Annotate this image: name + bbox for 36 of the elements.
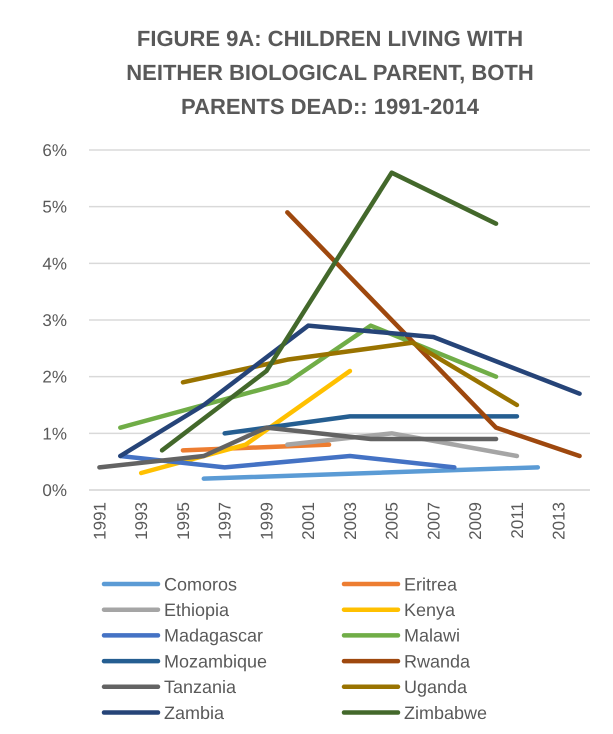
x-tick-label: 1997 (216, 502, 235, 540)
x-tick-label: 2013 (550, 502, 569, 540)
x-tick-label: 1995 (174, 502, 193, 540)
legend-label: Uganda (404, 677, 468, 698)
legend-label: Tanzania (164, 677, 238, 698)
x-tick-label: 1991 (90, 502, 110, 540)
y-tick-label: 0% (42, 480, 67, 500)
legend-label: Ethiopia (164, 600, 230, 620)
y-tick-label: 2% (42, 368, 67, 387)
x-tick-label: 1993 (132, 502, 152, 540)
line-series (118, 323, 582, 458)
legend-label: Rwanda (404, 651, 472, 672)
y-tick-label: 3% (42, 310, 67, 330)
x-tick-label: 2005 (382, 502, 402, 540)
x-tick-label: 2011 (508, 502, 527, 539)
line-series (160, 170, 498, 453)
legend-label: Mozambique (164, 651, 268, 672)
line-series (97, 425, 498, 470)
x-tick-label: 2003 (340, 502, 360, 540)
chart-title: FIGURE 9A: CHILDREN LIVING WITH NEITHER BIOLOGICAL PARENT, BOTH PARENTS DEAD:: 1991-2014 (126, 26, 534, 119)
legend-label: Eritrea (404, 574, 458, 594)
legend-label: Malawi (404, 626, 460, 646)
line-series (180, 340, 520, 408)
x-tick-label: 2009 (466, 502, 486, 540)
x-tick-label: 1999 (257, 502, 276, 540)
y-tick-label: 5% (42, 198, 67, 217)
legend-label: Zimbabwe (404, 702, 488, 723)
y-tick-label: 1% (42, 424, 67, 444)
legend-label: Comoros (164, 574, 238, 594)
legend-label: Madagascar (164, 626, 264, 646)
y-tick-label: 4% (42, 254, 67, 274)
legend-label: Zambia (164, 702, 226, 723)
y-tick-label: 6% (42, 140, 67, 160)
x-tick-label: 2007 (424, 502, 444, 540)
x-tick-label: 2001 (299, 502, 318, 540)
legend-label: Kenya (404, 600, 456, 620)
